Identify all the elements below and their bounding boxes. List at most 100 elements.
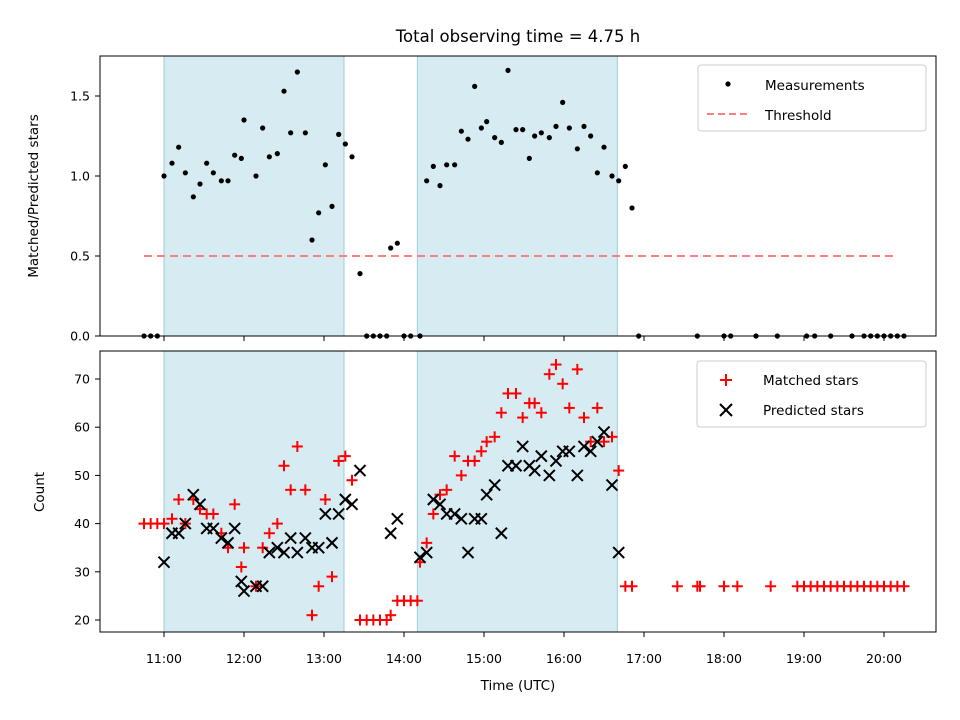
legend-measurements-marker xyxy=(725,81,731,87)
measurement-point xyxy=(266,154,272,160)
top-legend: Measurements Threshold xyxy=(697,64,927,132)
measurement-point xyxy=(437,183,443,189)
measurement-point xyxy=(316,210,322,216)
measurement-point xyxy=(452,162,458,168)
predicted-star-point xyxy=(207,522,220,535)
measurement-point xyxy=(288,130,294,136)
cross-b xyxy=(509,459,523,472)
cross-b xyxy=(271,541,284,554)
measurement-point xyxy=(629,205,635,211)
bottom-axes-frame xyxy=(99,350,937,633)
predicted-star-point xyxy=(571,469,584,482)
measurement-point xyxy=(336,131,342,137)
bottom-x-ticks: 11:00 12:00 13:00 14:00 15:00 16:00 17:00 18:00… xyxy=(146,632,902,666)
matched-star-point xyxy=(671,580,683,592)
matched-star-point xyxy=(481,436,493,448)
measurement-point xyxy=(472,83,478,89)
cross-b xyxy=(157,555,171,569)
measurement-point xyxy=(190,194,196,200)
measurement-point xyxy=(484,119,490,125)
matched-star-point xyxy=(271,518,283,530)
shaded-interval xyxy=(416,350,618,633)
measurement-point xyxy=(458,128,464,134)
measurement-point xyxy=(424,178,430,184)
predicted-star-point xyxy=(215,531,228,545)
matched-star-point xyxy=(411,595,423,607)
matched-star-point xyxy=(299,484,311,496)
cross-b xyxy=(461,546,475,559)
measurement-point xyxy=(225,178,231,184)
measurement-point xyxy=(388,245,394,251)
top-axes-frame xyxy=(99,55,937,337)
measurement-point xyxy=(532,133,538,139)
predicted-star-point xyxy=(549,454,563,468)
bottom-legend: Matched stars Predicted stars xyxy=(696,360,927,428)
predicted-star-point xyxy=(291,546,304,559)
cross-b xyxy=(448,507,461,521)
top-legend-box xyxy=(697,64,927,132)
predicted-star-point xyxy=(420,546,433,559)
predicted-star-point xyxy=(605,478,619,492)
measurement-point xyxy=(169,160,175,166)
predicted-star-point xyxy=(221,536,235,550)
predicted-star-point xyxy=(193,498,207,511)
matched-star-point xyxy=(550,359,562,371)
matched-star-point xyxy=(158,518,170,530)
bottom-ytick-label: 40 xyxy=(74,516,90,531)
measurement-point xyxy=(161,173,167,179)
cross-b xyxy=(420,546,433,559)
bottom-y-ticks: 20 30 40 50 60 70 xyxy=(74,372,100,628)
measurement-point xyxy=(329,203,335,209)
bottom-ytick-label: 30 xyxy=(74,564,90,579)
matched-star-point xyxy=(385,609,397,621)
predicted-star-point xyxy=(172,527,185,540)
matched-star-point xyxy=(427,508,439,520)
measurement-point xyxy=(601,144,607,150)
measurement-point xyxy=(322,162,328,168)
measurement-point xyxy=(478,125,484,131)
matched-star-point xyxy=(517,412,529,424)
bottom-ytick-label: 20 xyxy=(74,613,90,628)
cross-b xyxy=(571,469,584,482)
matched-star-point xyxy=(278,460,290,472)
matched-star-point xyxy=(263,527,275,539)
matched-star-point xyxy=(235,561,247,573)
x-axis-label: Time (UTC) xyxy=(480,678,556,694)
measurement-point xyxy=(513,127,519,133)
matched-star-point xyxy=(598,436,610,448)
predicted-star-point xyxy=(461,546,475,559)
measurement-point xyxy=(260,125,266,131)
matched-star-point xyxy=(285,484,297,496)
predicted-star-point xyxy=(509,459,523,472)
measurement-point xyxy=(505,67,511,73)
measurement-point xyxy=(444,162,450,168)
predicted-star-point xyxy=(480,488,493,501)
top-y-ticks: 0.0 0.5 1.0 1.5 xyxy=(70,89,100,344)
measurement-point xyxy=(566,125,572,131)
measurement-point xyxy=(588,133,594,139)
measurement-point xyxy=(520,127,526,133)
bottom-ytick-label: 70 xyxy=(74,372,90,387)
cross-b xyxy=(528,464,541,477)
measurement-point xyxy=(238,155,244,161)
cross-b xyxy=(597,425,611,439)
predicted-star-point xyxy=(563,445,576,458)
top-shaded-regions xyxy=(163,55,618,337)
top-x-ticks xyxy=(163,336,885,341)
predicted-star-point xyxy=(339,493,352,506)
measurement-point xyxy=(309,237,315,243)
measurement-point xyxy=(294,69,300,75)
matched-star-point xyxy=(495,407,507,419)
predicted-star-point xyxy=(612,546,625,559)
matched-star-point xyxy=(510,387,522,399)
measurement-point xyxy=(560,99,566,105)
matched-star-point xyxy=(578,412,590,424)
predicted-star-point xyxy=(543,469,556,482)
cross-b xyxy=(391,512,404,525)
cross-b xyxy=(516,440,529,453)
predicted-star-point xyxy=(475,512,488,525)
cross-b xyxy=(284,531,297,545)
matched-star-point xyxy=(626,580,638,592)
cross-b xyxy=(384,527,397,540)
